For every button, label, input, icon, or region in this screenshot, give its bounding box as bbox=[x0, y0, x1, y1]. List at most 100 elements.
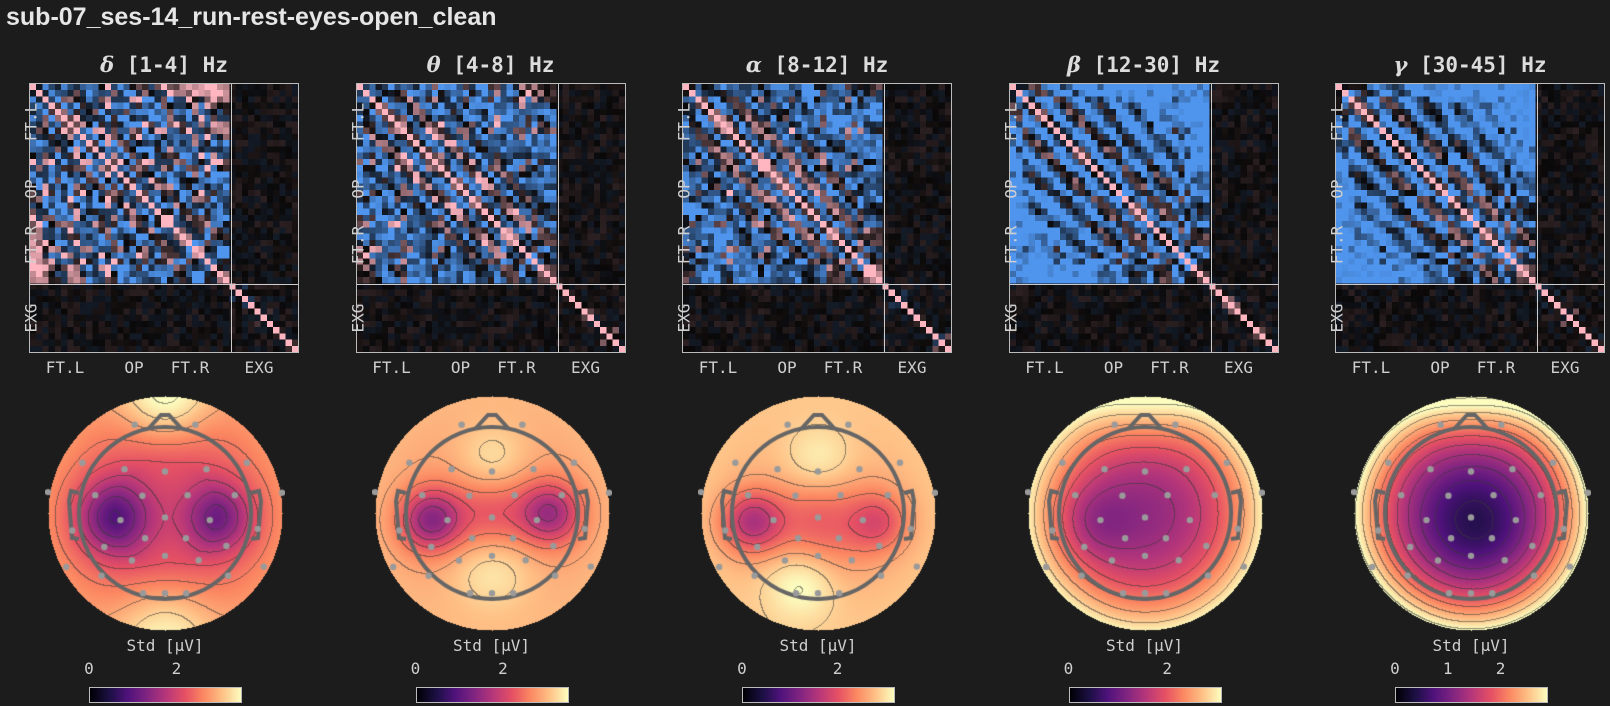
matrix-xtick-label: EXG bbox=[1224, 358, 1253, 377]
matrix-xtick-label: FT.R bbox=[497, 358, 536, 377]
matrix-ytick-label: FT.L bbox=[674, 102, 694, 142]
colorbar-tick-label: 2 bbox=[171, 659, 182, 678]
band-range: [8-12] Hz bbox=[774, 53, 889, 77]
matrix-cells bbox=[30, 84, 298, 352]
band-panel: θ [4-8] Hz FT.L OP FT.R EXG FT.L OP FT.R EXG St… bbox=[348, 0, 682, 706]
matrix-xtick-label: OP bbox=[1103, 358, 1124, 377]
colorbar bbox=[1068, 687, 1222, 703]
topomap bbox=[1351, 393, 1591, 633]
band-symbol: γ bbox=[1393, 52, 1408, 77]
colorbar-tick-label: 2 bbox=[498, 659, 508, 678]
colorbar-tick-label: 0 bbox=[84, 659, 94, 678]
matrix-xtick-label: FT.L bbox=[45, 358, 85, 377]
band-title: θ [4-8] Hz bbox=[356, 52, 626, 77]
matrix-ytick-label: FT.R bbox=[21, 225, 41, 265]
block-divider bbox=[30, 284, 298, 285]
colorbar-tick-label: 2 bbox=[832, 659, 843, 678]
correlation-matrix bbox=[1335, 83, 1605, 353]
band-title: γ [30-45] Hz bbox=[1335, 52, 1605, 77]
matrix-ytick-label: OP bbox=[21, 179, 41, 199]
block-divider bbox=[231, 84, 232, 352]
colorbar-tick-label: 1 bbox=[1442, 659, 1453, 678]
colorbar bbox=[742, 687, 895, 703]
block-divider bbox=[1537, 84, 1538, 352]
matrix-xtick-label: FT.L bbox=[1025, 358, 1064, 377]
matrix-xtick-label: OP bbox=[450, 358, 471, 377]
matrix-ytick-label: OP bbox=[348, 179, 367, 199]
band-range: [4-8] Hz bbox=[453, 53, 555, 77]
matrix-xtick-label: EXG bbox=[897, 358, 927, 377]
colorbar-tick-label: 0 bbox=[737, 659, 747, 678]
colorbar-label: Std [μV] bbox=[779, 636, 857, 655]
matrix-xtick-label: FT.R bbox=[823, 358, 863, 377]
matrix-xtick-label: EXG bbox=[1550, 358, 1580, 377]
band-symbol: θ bbox=[426, 52, 441, 77]
band-symbol: δ bbox=[100, 52, 115, 77]
matrix-cells bbox=[1009, 84, 1278, 352]
correlation-matrix bbox=[1008, 83, 1279, 353]
colorbar bbox=[1395, 687, 1548, 703]
block-divider bbox=[1336, 284, 1604, 285]
matrix-xtick-label: FT.R bbox=[170, 358, 210, 377]
matrix-ytick-label: FT.R bbox=[1327, 225, 1347, 265]
colorbar bbox=[415, 687, 569, 703]
topomap bbox=[45, 393, 285, 633]
matrix-ytick-label: FT.R bbox=[1001, 225, 1020, 265]
correlation-matrix bbox=[682, 83, 952, 353]
colorbar-tick-label: 2 bbox=[1162, 659, 1173, 678]
matrix-ytick-label: FT.L bbox=[1327, 102, 1347, 142]
band-range: [30-45] Hz bbox=[1420, 53, 1547, 77]
band-range: [1-4] Hz bbox=[126, 53, 228, 77]
figure-title: sub-07_ses-14_run-rest-eyes-open_clean bbox=[6, 3, 497, 31]
band-panel: α [8-12] Hz FT.L OP FT.R EXG FT.L OP FT.R EXG S… bbox=[675, 0, 1008, 706]
block-divider bbox=[683, 284, 951, 285]
colorbar bbox=[89, 687, 242, 703]
matrix-ytick-label: EXG bbox=[21, 303, 41, 333]
matrix-xtick-label: EXG bbox=[571, 358, 600, 377]
colorbar-label: Std [μV] bbox=[1105, 636, 1184, 655]
matrix-ytick-label: FT.L bbox=[21, 102, 41, 142]
band-range: [12-30] Hz bbox=[1093, 53, 1221, 77]
matrix-xtick-label: OP bbox=[777, 358, 797, 377]
correlation-matrix bbox=[29, 83, 299, 353]
band-title: δ [1-4] Hz bbox=[29, 52, 299, 77]
matrix-xtick-label: FT.R bbox=[1150, 358, 1189, 377]
band-title: β [12-30] Hz bbox=[1009, 52, 1279, 77]
matrix-ytick-label: EXG bbox=[348, 303, 367, 333]
block-divider bbox=[356, 284, 625, 285]
band-title: α [8-12] Hz bbox=[682, 52, 952, 77]
band-panel: β [12-30] Hz FT.L OP FT.R EXG FT.L OP FT.R EXG … bbox=[1001, 0, 1335, 706]
topomap bbox=[371, 393, 612, 633]
colorbar-tick-label: 0 bbox=[1063, 659, 1074, 678]
matrix-ytick-label: EXG bbox=[1327, 303, 1347, 333]
matrix-xtick-label: FT.L bbox=[698, 358, 738, 377]
topomap bbox=[1024, 393, 1265, 633]
matrix-xtick-label: EXG bbox=[244, 358, 274, 377]
colorbar-tick-label: 0 bbox=[1390, 659, 1400, 678]
block-divider bbox=[557, 84, 559, 352]
colorbar-label: Std [μV] bbox=[126, 636, 204, 655]
matrix-ytick-label: FT.R bbox=[674, 225, 694, 265]
band-symbol: β bbox=[1066, 52, 1081, 77]
matrix-cells bbox=[356, 84, 625, 352]
matrix-ytick-label: OP bbox=[674, 179, 694, 199]
block-divider bbox=[1210, 84, 1212, 352]
matrix-cells bbox=[683, 84, 951, 352]
colorbar-label: Std [μV] bbox=[452, 636, 531, 655]
matrix-ytick-label: FT.L bbox=[348, 102, 367, 142]
matrix-cells bbox=[1336, 84, 1604, 352]
matrix-ytick-label: EXG bbox=[674, 303, 694, 333]
matrix-xtick-label: FT.L bbox=[372, 358, 411, 377]
band-symbol: α bbox=[745, 52, 762, 77]
matrix-xtick-label: OP bbox=[124, 358, 144, 377]
matrix-xtick-label: FT.R bbox=[1476, 358, 1516, 377]
matrix-ytick-label: FT.R bbox=[348, 225, 367, 265]
topomap bbox=[698, 393, 938, 633]
colorbar-label: Std [μV] bbox=[1432, 636, 1510, 655]
band-panel: γ [30-45] Hz FT.L OP FT.R EXG FT.L OP FT.R EXG … bbox=[1328, 0, 1610, 706]
colorbar-tick-label: 0 bbox=[410, 659, 421, 678]
matrix-ytick-label: FT.L bbox=[1001, 102, 1020, 142]
block-divider bbox=[884, 84, 885, 352]
matrix-ytick-label: EXG bbox=[1001, 303, 1020, 333]
colorbar-tick-label: 2 bbox=[1495, 659, 1506, 678]
